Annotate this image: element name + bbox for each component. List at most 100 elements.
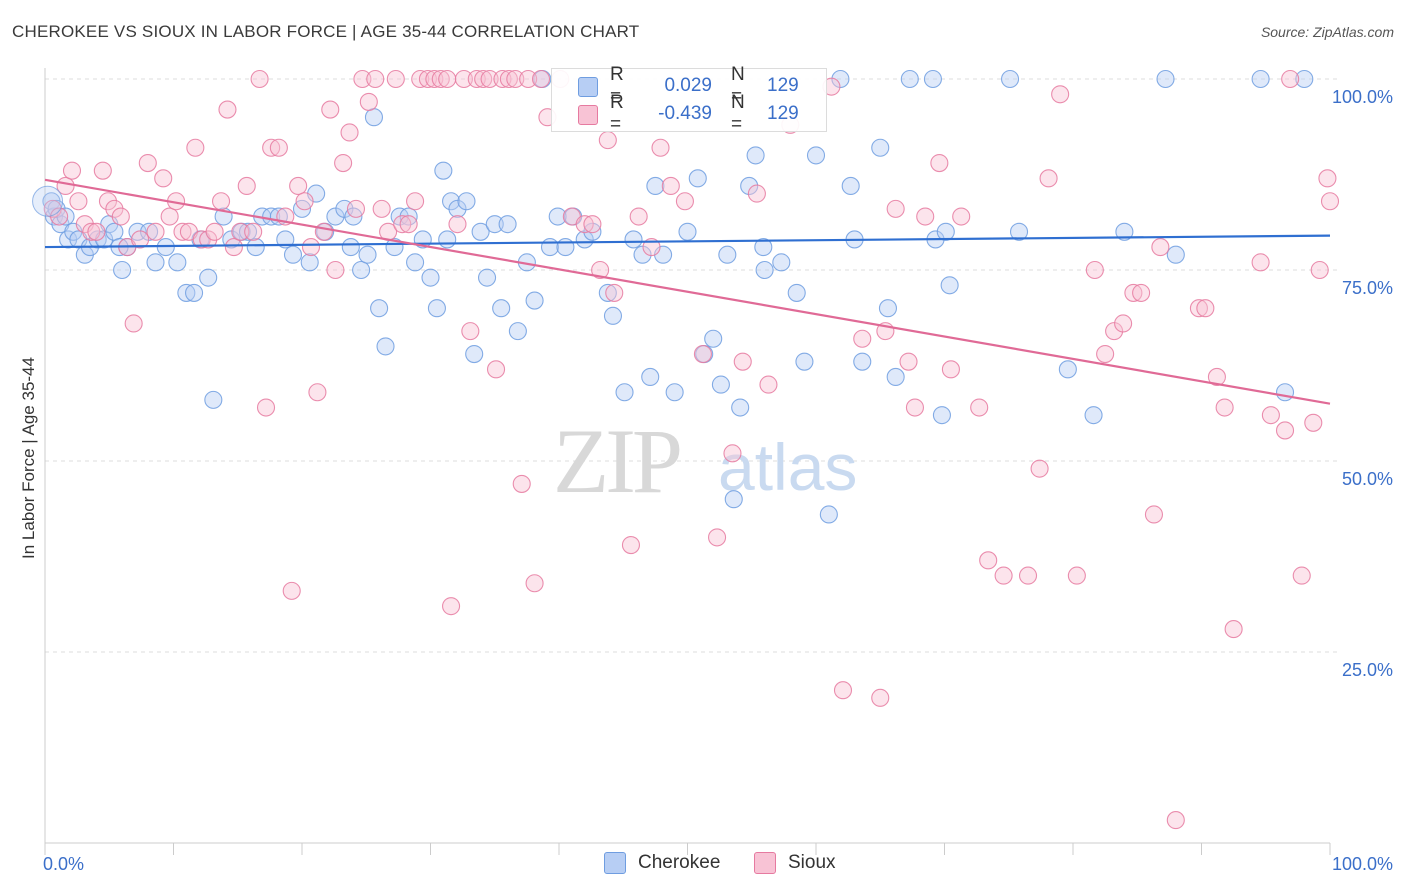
cherokee-point: [724, 490, 743, 509]
legend-item-cherokee[interactable]: Cherokee: [604, 852, 720, 874]
sioux-point: [661, 176, 680, 196]
sioux-point: [359, 92, 378, 111]
sioux-point: [1114, 314, 1133, 333]
y-tick-label: 50.0%: [1342, 469, 1393, 489]
sioux-point: [353, 69, 372, 89]
cherokee-point: [341, 238, 360, 257]
sioux-point: [461, 322, 480, 341]
sioux-point: [393, 215, 412, 234]
sioux-point: [282, 581, 301, 600]
sioux-swatch: [578, 105, 598, 125]
sioux-point: [186, 138, 205, 157]
sioux-point: [250, 69, 269, 89]
sioux-point: [899, 352, 918, 371]
cherokee-point: [932, 406, 951, 425]
cherokee-point: [246, 238, 265, 257]
sioux-point: [994, 566, 1013, 585]
cherokee-point: [465, 344, 484, 364]
sioux-point: [930, 153, 949, 173]
sioux-point: [1166, 811, 1185, 830]
sioux-point: [411, 69, 430, 89]
cherokee-point: [548, 207, 567, 226]
sioux-point: [747, 184, 766, 203]
y-tick-label: 75.0%: [1342, 278, 1393, 298]
sioux-point: [519, 69, 538, 89]
cherokee-point: [168, 253, 187, 272]
cherokee-point: [665, 383, 684, 402]
sioux-point: [675, 192, 694, 211]
sioux-point: [531, 69, 551, 89]
cherokee-point: [583, 222, 602, 241]
sioux-point: [50, 207, 69, 226]
sioux-point: [406, 192, 425, 211]
sioux-point: [438, 69, 457, 89]
sioux-point: [1251, 253, 1270, 272]
sioux-point: [1207, 367, 1226, 387]
sioux-point: [693, 344, 712, 364]
cherokee-trend-line: [44, 234, 1331, 249]
sioux-point: [62, 161, 82, 180]
cherokee-point: [678, 222, 697, 241]
cherokee-point: [427, 299, 446, 318]
sioux-point: [244, 222, 263, 241]
sioux-point: [952, 207, 971, 226]
cherokee-point: [434, 161, 453, 180]
sioux-point: [1124, 283, 1143, 302]
sioux-point: [69, 192, 88, 211]
cherokee-point: [376, 337, 395, 356]
cherokee-point: [1058, 360, 1077, 379]
cherokee-point: [492, 299, 511, 318]
sioux-point: [418, 69, 437, 89]
sioux-point: [629, 207, 648, 226]
sioux-point: [448, 215, 467, 234]
sioux-point: [87, 222, 106, 241]
legend-item-label: Sioux: [788, 852, 836, 873]
sioux-point: [1085, 260, 1104, 280]
sioux-point: [941, 360, 960, 379]
cherokee-point: [711, 375, 730, 394]
cherokee-point: [1115, 222, 1134, 241]
sioux-point: [231, 222, 250, 241]
sioux-point: [111, 207, 130, 226]
sioux-point: [605, 283, 624, 302]
sioux-point: [262, 138, 281, 157]
sioux-point: [82, 222, 101, 241]
sioux-point: [425, 69, 444, 89]
sioux-point: [326, 260, 345, 280]
cherokee-point: [1009, 222, 1029, 241]
sioux-point: [871, 688, 890, 707]
sioux-point: [970, 398, 989, 417]
cherokee-point: [352, 260, 371, 280]
sioux-point: [454, 69, 473, 89]
sioux-point: [1151, 238, 1170, 257]
sioux-point: [853, 329, 872, 348]
sioux-point: [431, 69, 450, 89]
cherokee-point: [1275, 383, 1295, 402]
cherokee-point: [358, 245, 377, 264]
cherokee-point: [1156, 69, 1175, 89]
sioux-point: [651, 138, 670, 157]
chart-title: CHEROKEE VS SIOUX IN LABOR FORCE | AGE 3…: [12, 22, 640, 41]
sioux-point: [1067, 566, 1086, 585]
sioux-point: [1304, 413, 1323, 432]
legend-item-sioux[interactable]: Sioux: [754, 852, 836, 874]
sioux-point: [759, 375, 778, 394]
sioux-point: [708, 528, 727, 547]
cherokee-point: [146, 253, 165, 272]
sioux-point: [340, 123, 359, 142]
sioux-point: [289, 176, 308, 196]
cherokee-point: [1166, 245, 1185, 264]
cherokee-point: [755, 260, 774, 280]
sioux-point: [979, 551, 998, 570]
cherokee-point: [471, 222, 490, 241]
legend-r-value: 0.029: [664, 75, 712, 96]
cherokee-point: [421, 268, 440, 287]
sioux-trend-line: [44, 178, 1331, 405]
cherokee-point: [936, 222, 955, 241]
sioux-point: [1318, 169, 1337, 188]
sioux-point: [916, 207, 935, 226]
sioux-point: [1018, 566, 1038, 585]
sioux-swatch: [754, 852, 776, 874]
cherokee-point: [1295, 69, 1314, 89]
